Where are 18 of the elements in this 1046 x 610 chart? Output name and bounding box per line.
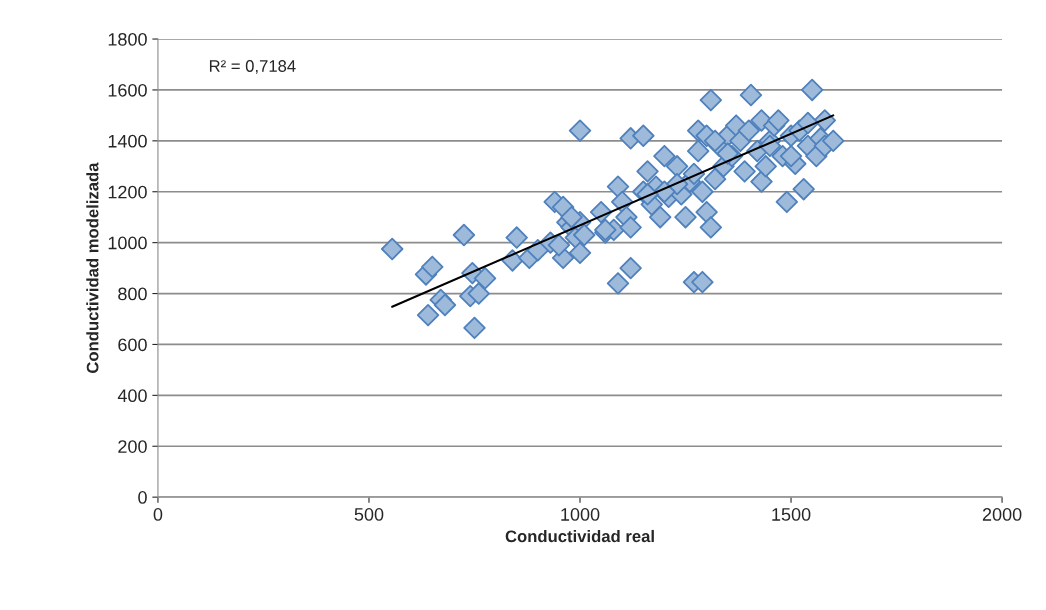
x-tick-label: 500 [354, 508, 384, 521]
y-tick-label: 800 [118, 287, 147, 301]
y-tick-label: 1800 [108, 32, 147, 46]
y-tick-label: 1200 [108, 185, 147, 199]
y-tick-label: 0 [138, 491, 147, 504]
y-tick-label: 1000 [108, 236, 147, 250]
y-tick-label: 400 [117, 389, 147, 403]
y-tick-label: 600 [118, 338, 147, 352]
x-tick-label: 1500 [772, 508, 811, 521]
x-axis-title: Conductividad real [505, 529, 654, 543]
y-axis-title: Conductividad modelizada [86, 162, 99, 373]
x-tick-label: 1000 [561, 508, 600, 521]
y-tick-label: 1600 [108, 83, 147, 97]
y-tick-label: 1400 [108, 134, 147, 148]
x-tick-label: 0 [153, 508, 163, 521]
y-tick-label: 200 [118, 440, 147, 453]
x-tick-label: 2000 [982, 508, 1022, 521]
annotation: R² = 0,7184 [209, 60, 296, 74]
